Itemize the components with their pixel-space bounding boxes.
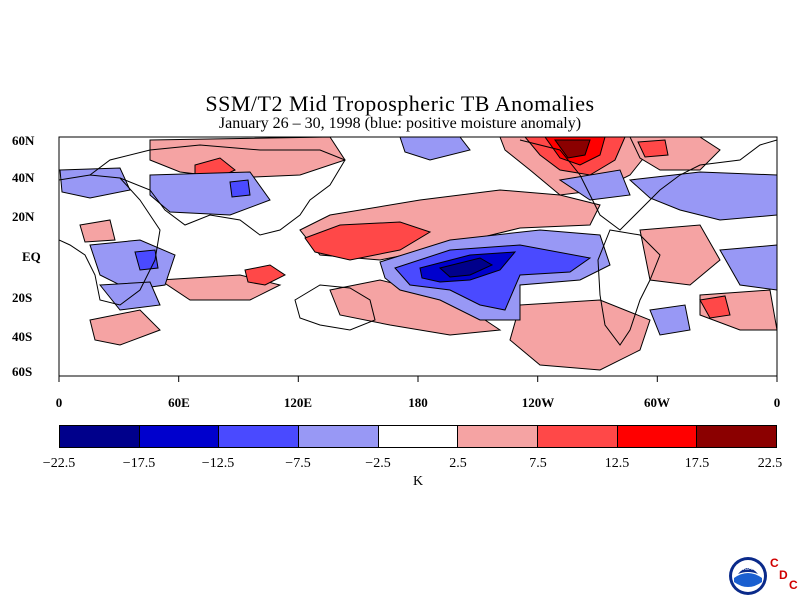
colorbar-swatch-2: [219, 426, 300, 447]
cool-anomaly-south-america: [649, 304, 691, 336]
colorbar-tick-7: 12.5: [604, 456, 630, 471]
warm-anomaly-south-indian: [89, 309, 161, 346]
noaa-logo-icon: NOAA: [729, 557, 767, 595]
lat-label-60s: 60S: [12, 364, 33, 379]
lon-ticks: [58, 376, 778, 382]
lat-label-40n: 40N: [12, 170, 35, 185]
colorbar-swatch-7: [617, 426, 698, 447]
warm-anomaly-south-pacific-core: [699, 295, 731, 319]
colorbar-unit: K: [412, 474, 424, 489]
colorbar-swatch-3: [299, 426, 379, 447]
chart-subtitle: January 26 – 30, 1998 (blue: positive mo…: [218, 115, 582, 132]
cool-anomaly-south-africa: [99, 281, 161, 311]
cool-anomaly-west-asia: [59, 167, 131, 199]
lat-label-60n: 60N: [12, 133, 35, 148]
lon-label-60w: 60W: [644, 395, 670, 410]
colorbar-tick-5: 2.5: [449, 456, 467, 471]
cool-anomaly-asia-core: [229, 179, 251, 198]
warm-anomaly-south-atlantic: [639, 224, 721, 286]
cdc-letter-d: D: [779, 568, 788, 582]
colorbar-swatch-8: [697, 426, 777, 447]
lat-label-eq: EQ: [22, 249, 41, 264]
cdc-letter-c1: C: [770, 556, 779, 570]
colorbar-tick-2: −12.5: [201, 456, 235, 471]
lon-label-60e: 60E: [168, 395, 190, 410]
cool-anomaly-africa-east: [89, 239, 176, 291]
lat-label-20n: 20N: [12, 209, 35, 224]
cool-anomaly-equatorial-pacific-peak: [438, 257, 494, 278]
colorbar-swatch-1: [139, 426, 220, 447]
warm-anomaly-south-pacific: [509, 299, 651, 371]
north-america-outline: [519, 139, 777, 231]
warm-anomaly-north-pacific-max: [554, 139, 591, 159]
eurasia-outline: [89, 144, 346, 236]
lon-label-0: 0: [55, 395, 63, 410]
warm-anomaly-north-atlantic-core: [637, 139, 669, 158]
cool-anomaly-east-atlantic: [719, 244, 777, 291]
colorbar-swatch-0: [60, 426, 140, 447]
cool-anomaly-north-atlantic-far: [558, 169, 631, 201]
cool-anomaly-asia: [149, 171, 271, 216]
colorbar-swatch-5: [458, 426, 539, 447]
colorbar-tick-1: −17.5: [122, 456, 156, 471]
cool-anomaly-north-pacific-west: [399, 137, 471, 161]
colorbar-tick-4: −2.5: [365, 456, 391, 471]
chart-title: SSM/T2 Mid Tropospheric TB Anomalies: [205, 91, 595, 116]
noaa-logo[interactable]: NOAA: [728, 556, 768, 601]
lon-label-120e: 120E: [283, 395, 313, 410]
lat-label-40s: 40S: [12, 329, 33, 344]
colorbar-swatch-4: [378, 426, 459, 447]
colorbar-tick-6: 7.5: [529, 456, 547, 471]
lat-label-20s: 20S: [12, 290, 33, 305]
cool-anomaly-atlantic: [628, 171, 777, 221]
cool-anomaly-equatorial-pacific-mid: [394, 244, 592, 311]
colorbar-tick-3: −7.5: [285, 456, 311, 471]
warm-anomaly-west-pacific-core: [304, 221, 432, 261]
lon-label-120w: 120W: [521, 395, 555, 410]
lon-label-0-right: 0: [773, 395, 781, 410]
colorbar-tick-8: 17.5: [684, 456, 710, 471]
noaa-logo-text: NOAA: [741, 566, 756, 572]
colorbar: [59, 425, 777, 448]
warm-anomaly-africa: [79, 219, 116, 243]
cdc-letter-c2: C: [789, 578, 798, 592]
lon-label-180: 180: [408, 395, 428, 410]
warm-anomaly-indonesia: [244, 264, 286, 286]
colorbar-tick-0: −22.5: [42, 456, 76, 471]
australia-outline: [294, 284, 376, 331]
south-america-outline: [597, 229, 661, 346]
colorbar-swatch-6: [538, 426, 618, 447]
colorbar-tick-9: 22.5: [757, 456, 783, 471]
